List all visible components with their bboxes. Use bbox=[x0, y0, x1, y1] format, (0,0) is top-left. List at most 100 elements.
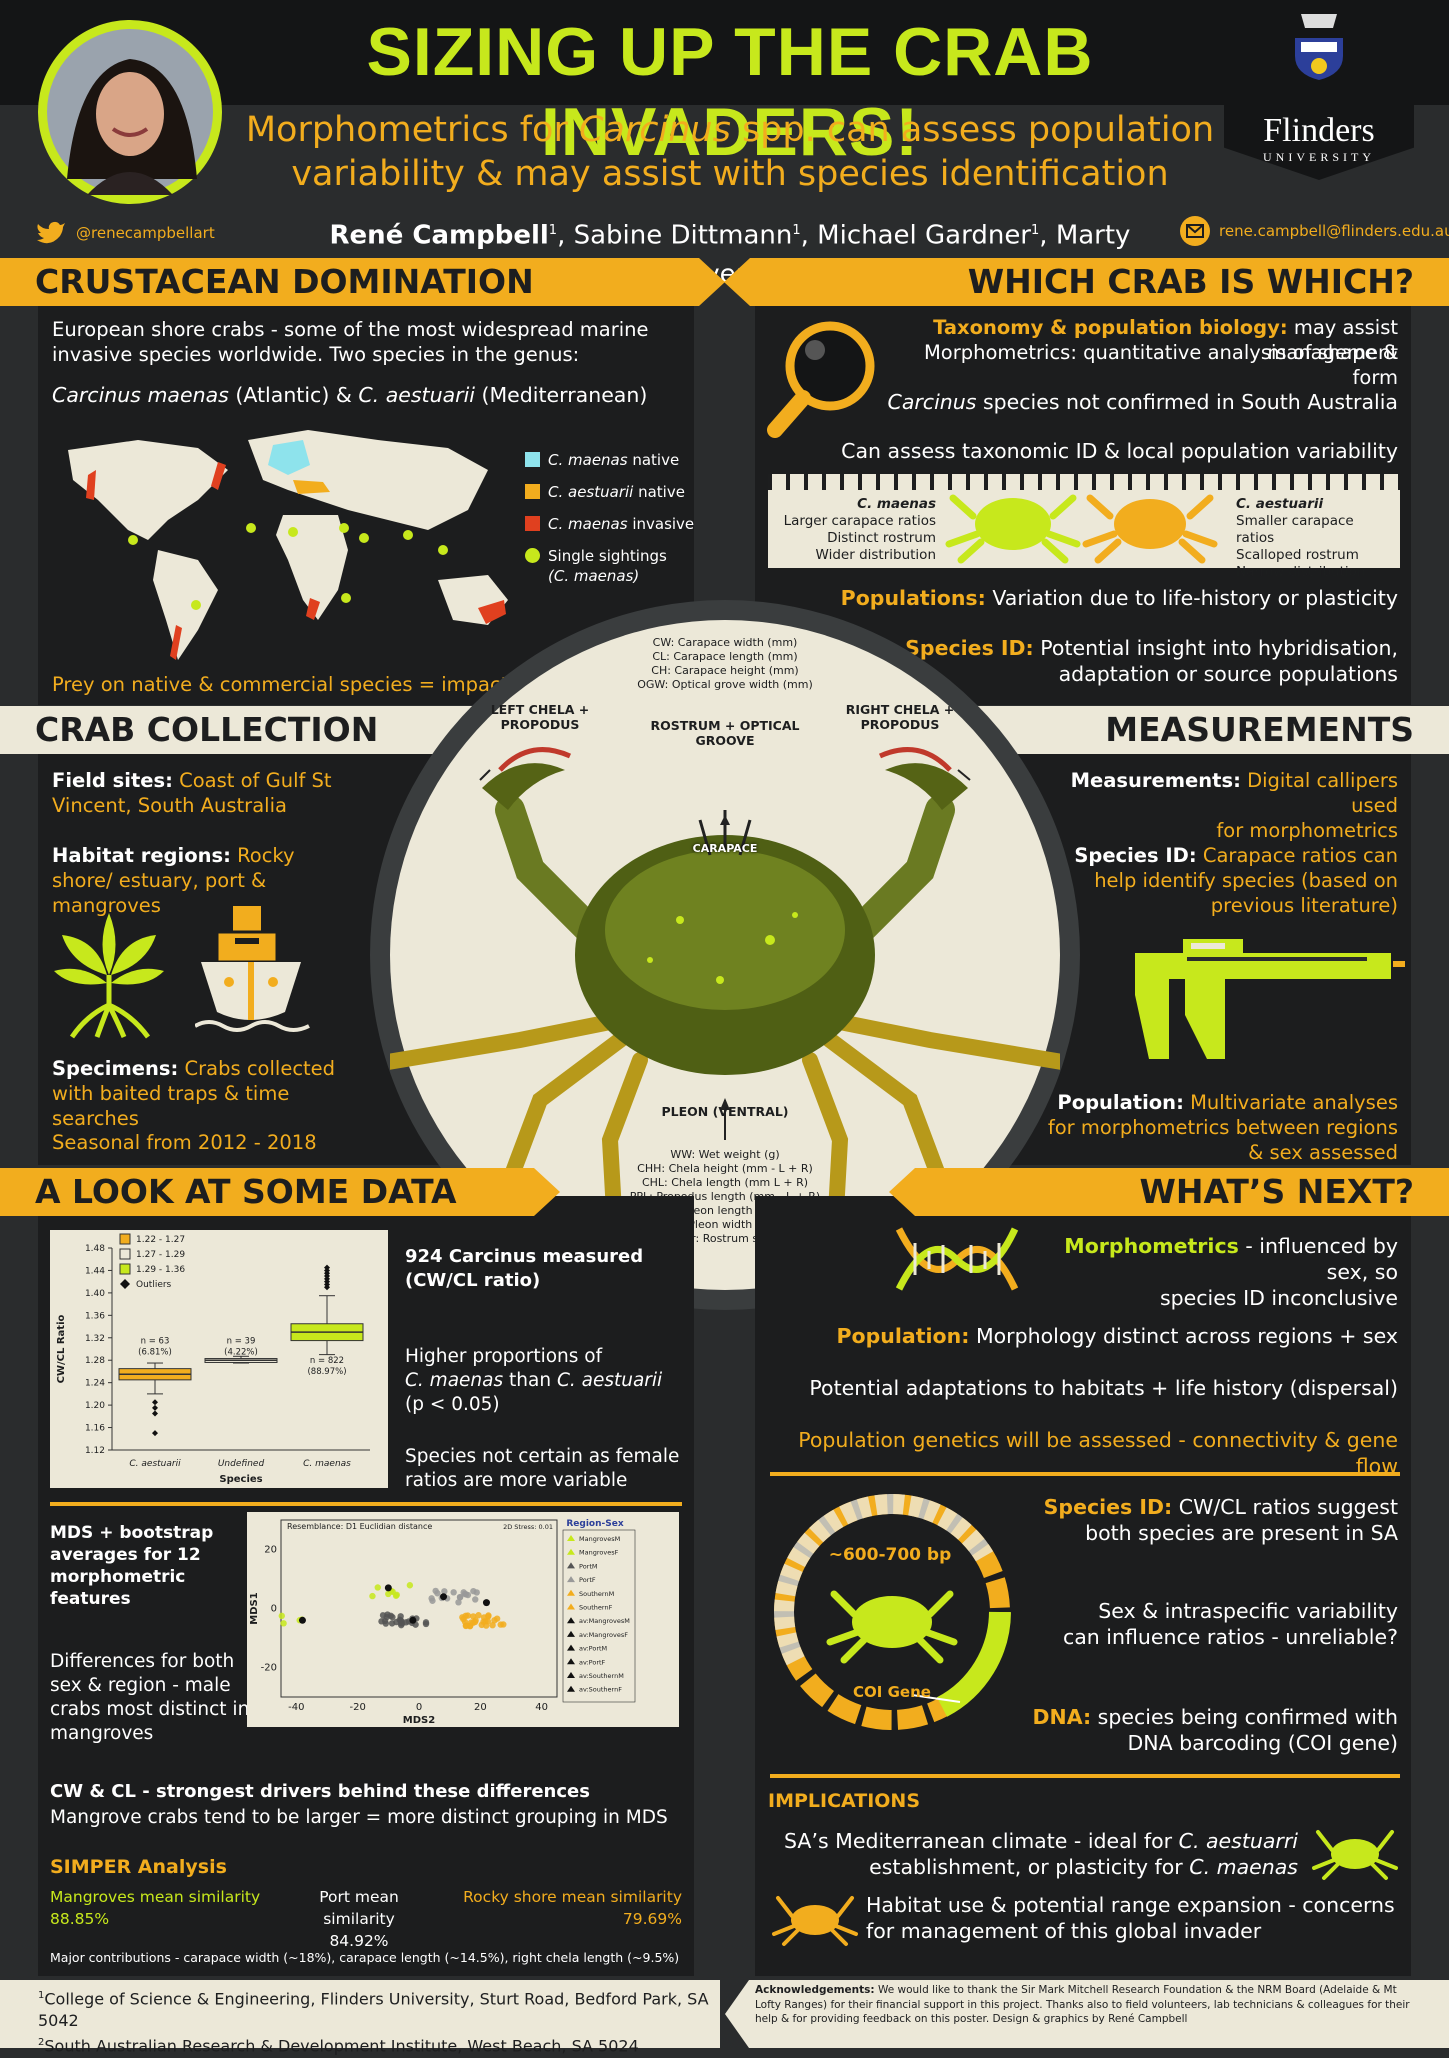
legend-swatch bbox=[119, 1263, 131, 1275]
scatter-point bbox=[429, 1597, 436, 1604]
email-contact[interactable]: rene.campbell@flinders.edu.au bbox=[1180, 216, 1449, 246]
legend-marker bbox=[567, 1658, 575, 1665]
x-tick-label: 40 bbox=[535, 1702, 548, 1713]
legend-item: C. maenas native bbox=[525, 450, 705, 470]
next-sex-variability: Sex & intraspecific variability can influ… bbox=[1062, 1599, 1398, 1649]
magnifier-icon bbox=[767, 321, 875, 438]
x-axis-label: MDS2 bbox=[403, 1715, 435, 1726]
measurements-population: Population: Multivariate analyses for mor… bbox=[1047, 1091, 1398, 1164]
scatter-point bbox=[434, 1590, 441, 1597]
mangrove-icon bbox=[54, 913, 164, 1039]
map-legend: C. maenas native C. aestuarii native C. … bbox=[525, 450, 705, 586]
outlier-point bbox=[152, 1430, 158, 1437]
legend-item: C. aestuarii native bbox=[525, 482, 705, 502]
scatter-point bbox=[379, 1612, 387, 1619]
legend-marker bbox=[567, 1630, 575, 1637]
scatter-point bbox=[460, 1615, 467, 1623]
section-heading-next: WHAT’S NEXT? bbox=[889, 1168, 1449, 1216]
implication-2: Habitat use & potential range expansion … bbox=[866, 1893, 1395, 1943]
legend-marker bbox=[567, 1603, 575, 1610]
legend-label: MangrovesF bbox=[579, 1549, 619, 1557]
which-line-1: Taxonomy & population biology: may assis… bbox=[933, 316, 1398, 364]
legend-label: av:SouthernF bbox=[579, 1686, 622, 1694]
chart-title: Resemblance: D1 Euclidian distance bbox=[287, 1522, 432, 1531]
which-populations: Populations: Variation due to life-histo… bbox=[840, 586, 1398, 610]
implications-heading: IMPLICATIONS bbox=[768, 1790, 921, 1812]
legend-label: 1.29 - 1.36 bbox=[136, 1265, 185, 1275]
scatter-point bbox=[374, 1584, 381, 1591]
implication-1: SA’s Mediterranean climate - ideal for C… bbox=[784, 1829, 1298, 1879]
n-annotation: (88.97%) bbox=[307, 1367, 346, 1377]
legend-marker bbox=[567, 1548, 575, 1555]
green-crab-small-icon bbox=[1312, 1830, 1398, 1880]
cw-line-2: Mangrove crabs tend to be larger = more … bbox=[50, 1807, 668, 1828]
average-point bbox=[440, 1593, 448, 1601]
legend-marker bbox=[567, 1589, 575, 1596]
scatter-point bbox=[475, 1612, 482, 1619]
twitter-icon bbox=[37, 221, 65, 244]
scatter-point bbox=[460, 1589, 467, 1596]
n-annotation: n = 822 bbox=[310, 1356, 344, 1366]
scatter-point bbox=[489, 1621, 496, 1629]
scatter-point bbox=[456, 1593, 464, 1601]
legend-swatch bbox=[119, 1233, 131, 1245]
legend-marker bbox=[567, 1644, 575, 1651]
portrait-photo bbox=[47, 29, 213, 195]
which-line-4: Can assess taxonomic ID & local populati… bbox=[841, 439, 1398, 463]
scatter-point bbox=[397, 1613, 404, 1620]
world-map bbox=[68, 430, 508, 660]
legend-label: MangrovesM bbox=[579, 1535, 620, 1543]
measurements-species-id: Species ID: Carapace ratios can help iden… bbox=[1074, 844, 1398, 917]
y-tick-label: 1.28 bbox=[85, 1356, 105, 1366]
twitter-handle[interactable]: @renecampbellart bbox=[36, 218, 215, 248]
maenas-description: C. maenas Larger carapace ratios Distinct… bbox=[783, 496, 936, 563]
legend-label: 1.22 - 1.27 bbox=[136, 1235, 185, 1245]
x-tick-label: -40 bbox=[288, 1702, 304, 1713]
simper-mangroves: Mangroves mean similarity 88.85% bbox=[50, 1888, 261, 1928]
legend-swatch bbox=[120, 1279, 130, 1289]
acknowledgements: Acknowledgements: We would like to thank… bbox=[725, 1980, 1449, 2048]
legend-label: PortM bbox=[579, 1562, 598, 1570]
orange-crab-icon bbox=[1082, 494, 1218, 564]
scatter-point bbox=[473, 1589, 480, 1596]
legend-swatch bbox=[119, 1248, 131, 1260]
next-morphometrics: Morphometrics - influenced by sex, so spe… bbox=[1064, 1234, 1398, 1310]
legend-item: Single sightings (C. maenas) bbox=[525, 546, 705, 586]
domination-intro: European shore crabs - some of the most … bbox=[52, 318, 649, 366]
coi-ring bbox=[774, 1494, 1011, 1730]
simper-contrib: Major contributions - carapace width (~1… bbox=[50, 1950, 680, 1965]
legend-marker bbox=[567, 1562, 575, 1569]
mds-text-1: MDS + bootstrap averages for 12 morphome… bbox=[50, 1523, 214, 1609]
label-carapace: CARAPACE bbox=[692, 842, 758, 855]
legend-marker bbox=[567, 1617, 575, 1624]
data-text-2: Higher proportions of C. maenas than C. a… bbox=[405, 1346, 663, 1415]
x-axis-label: Species bbox=[219, 1474, 262, 1485]
scatter-point bbox=[455, 1599, 462, 1606]
legend-label: SouthernF bbox=[579, 1604, 613, 1612]
header-band bbox=[0, 0, 1449, 105]
n-annotation: n = 63 bbox=[141, 1336, 170, 1346]
next-species-id: Species ID: CW/CL ratios suggest both spe… bbox=[1043, 1495, 1398, 1545]
scatter-point bbox=[406, 1582, 414, 1589]
aestuarii-description: C. aestuarii Smaller carapace ratios Scal… bbox=[1236, 496, 1366, 580]
legend-marker bbox=[567, 1672, 575, 1678]
scatter-point bbox=[278, 1612, 285, 1620]
affiliations: 1College of Science & Engineering, Flind… bbox=[0, 1980, 720, 2056]
scatter-point bbox=[393, 1591, 400, 1599]
label-pleon: PLEON (VENTRAL) bbox=[661, 1104, 789, 1119]
y-tick-label: 0 bbox=[271, 1604, 277, 1615]
boxplot-card: 1.12 1.16 1.20 1.24 1.28 1.32 1.36 1.40 1.44 1.48… bbox=[50, 1230, 388, 1488]
legend-marker bbox=[567, 1576, 575, 1583]
measure-legend-top: CW: Carapace width (mm) CL: Carapace leng… bbox=[637, 636, 813, 691]
scatter-point bbox=[388, 1620, 396, 1627]
logo-subtext: UNIVERSITY bbox=[1263, 150, 1375, 164]
x-tick-label: Undefined bbox=[218, 1459, 265, 1469]
scatter-point bbox=[378, 1618, 385, 1625]
poster-subtitle: Morphometrics for Carcinus spp. can asse… bbox=[245, 110, 1215, 194]
scatter-point bbox=[450, 1589, 457, 1596]
calliper-icon bbox=[1135, 939, 1405, 1059]
average-point bbox=[409, 1616, 417, 1624]
scatter-point bbox=[369, 1592, 376, 1600]
y-axis-label: MDS1 bbox=[249, 1592, 260, 1624]
species-line: Carcinus maenas (Atlantic) & C. aestuari… bbox=[52, 383, 648, 407]
